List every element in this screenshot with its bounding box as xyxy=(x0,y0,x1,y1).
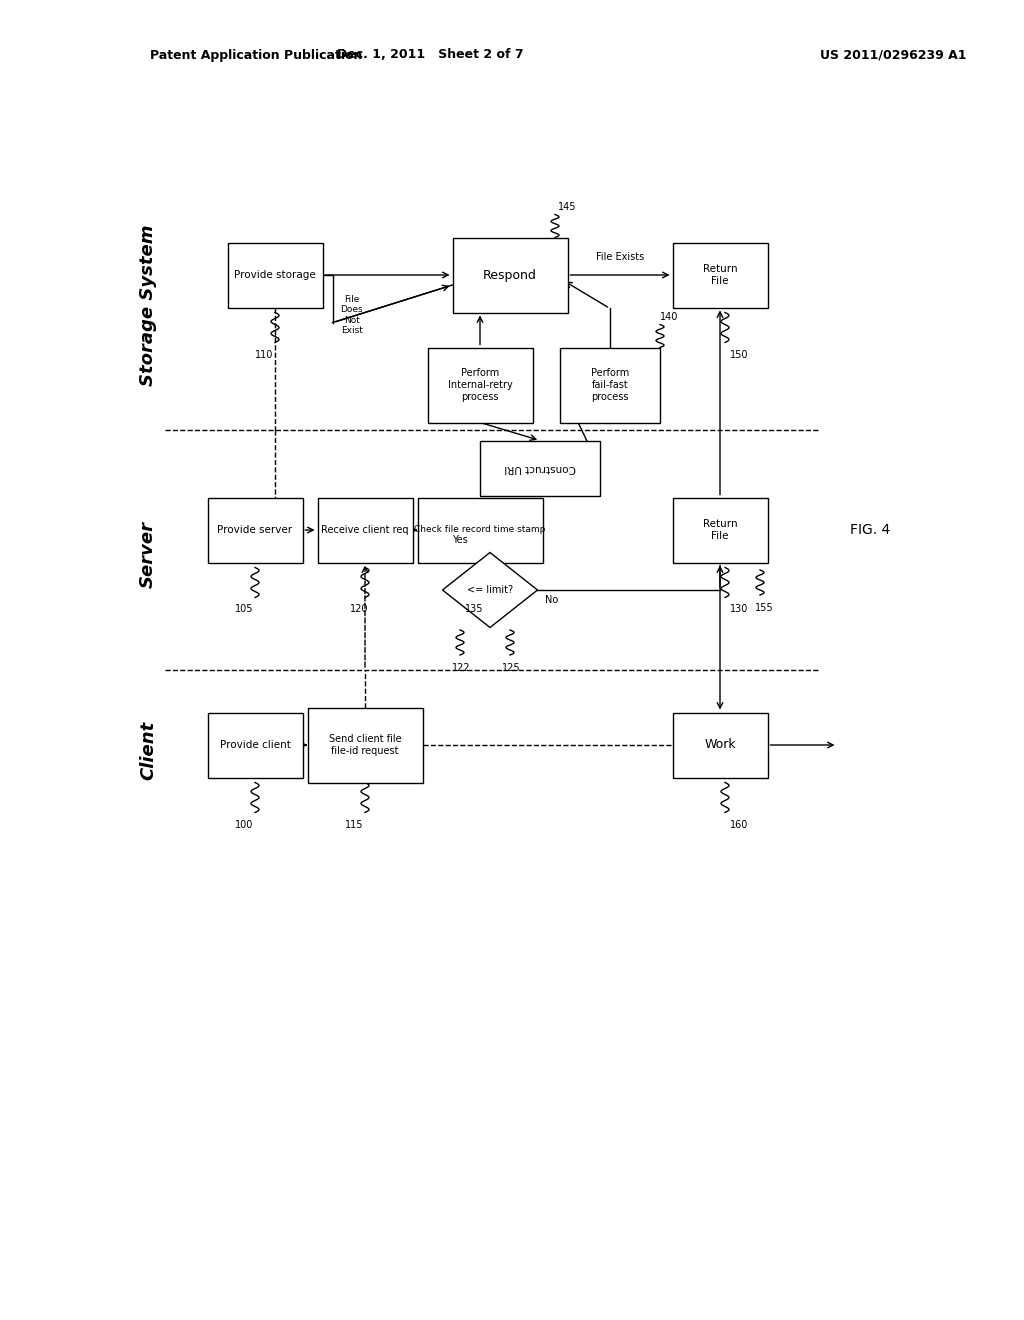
Text: 150: 150 xyxy=(730,350,749,359)
Text: Return
File: Return File xyxy=(702,264,737,286)
Text: Storage System: Storage System xyxy=(139,224,157,385)
Text: 115: 115 xyxy=(345,820,364,829)
Polygon shape xyxy=(442,553,538,627)
Text: Construct URI: Construct URI xyxy=(504,463,575,473)
Text: 110: 110 xyxy=(255,350,273,359)
Text: 135: 135 xyxy=(465,605,483,615)
Text: Provide storage: Provide storage xyxy=(234,271,315,280)
Text: 155: 155 xyxy=(755,603,773,612)
Text: File
Does
Not
Exist: File Does Not Exist xyxy=(341,294,364,335)
Bar xyxy=(427,347,532,422)
Text: Client: Client xyxy=(139,721,157,780)
Text: 145: 145 xyxy=(558,202,577,213)
Text: No: No xyxy=(545,595,558,605)
Text: Respond: Respond xyxy=(483,268,537,281)
Text: 160: 160 xyxy=(730,820,749,829)
Bar xyxy=(453,238,567,313)
Text: 100: 100 xyxy=(234,820,253,829)
Bar xyxy=(673,498,768,562)
Bar xyxy=(673,713,768,777)
Bar xyxy=(673,243,768,308)
Text: Receive client req: Receive client req xyxy=(322,525,409,535)
Text: Send client file
file-id request: Send client file file-id request xyxy=(329,734,401,756)
Text: Server: Server xyxy=(139,521,157,589)
Bar xyxy=(307,708,423,783)
Text: US 2011/0296239 A1: US 2011/0296239 A1 xyxy=(820,49,967,62)
Text: 120: 120 xyxy=(350,605,369,615)
Text: Check file record time stamp: Check file record time stamp xyxy=(415,525,546,535)
Text: 105: 105 xyxy=(234,605,254,615)
Text: Work: Work xyxy=(705,738,736,751)
Text: Provide client: Provide client xyxy=(219,741,291,750)
Text: Return
File: Return File xyxy=(702,519,737,541)
Text: Perform
fail-fast
process: Perform fail-fast process xyxy=(591,368,629,401)
Text: 122: 122 xyxy=(452,663,471,673)
Text: 125: 125 xyxy=(502,663,520,673)
Text: Perform
Internal-retry
process: Perform Internal-retry process xyxy=(447,368,512,401)
Text: Dec. 1, 2011   Sheet 2 of 7: Dec. 1, 2011 Sheet 2 of 7 xyxy=(337,49,523,62)
Text: Patent Application Publication: Patent Application Publication xyxy=(150,49,362,62)
Text: Yes: Yes xyxy=(453,535,468,545)
Text: <= limit?: <= limit? xyxy=(467,585,513,595)
Bar xyxy=(208,498,302,562)
Bar xyxy=(418,498,543,562)
Text: 130: 130 xyxy=(730,605,749,615)
Bar xyxy=(480,441,600,495)
Bar xyxy=(560,347,660,422)
Text: File Exists: File Exists xyxy=(596,252,644,261)
Text: FIG. 4: FIG. 4 xyxy=(850,523,890,537)
Bar xyxy=(227,243,323,308)
Text: Provide server: Provide server xyxy=(217,525,293,535)
Bar xyxy=(208,713,302,777)
Text: 140: 140 xyxy=(660,313,678,322)
Bar xyxy=(317,498,413,562)
